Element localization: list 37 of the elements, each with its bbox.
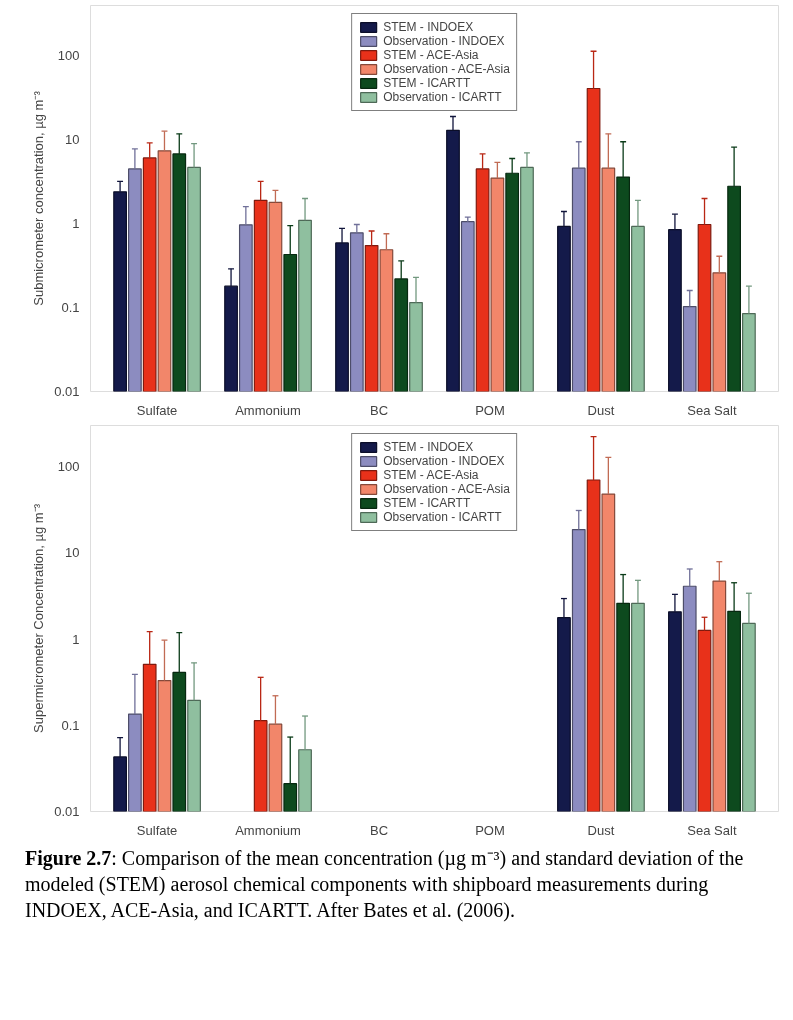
y-tick-label: 0.01 bbox=[54, 804, 80, 819]
x-tick-label: POM bbox=[475, 402, 505, 418]
legend-label: STEM - ICARTT bbox=[383, 496, 471, 510]
legend-label: Observation - INDOEX bbox=[383, 34, 505, 48]
legend-label: Observation - ACE-Asia bbox=[383, 62, 510, 76]
x-tick-label: Ammonium bbox=[235, 402, 301, 418]
x-tick-label: Sulfate bbox=[136, 402, 178, 418]
y-tick-label: 100 bbox=[57, 48, 80, 64]
y-tick-label: 10 bbox=[65, 132, 80, 148]
x-tick-label: BC bbox=[369, 402, 389, 418]
x-tick-label: Ammonium bbox=[235, 822, 301, 838]
x-tick-label: Sea Salt bbox=[687, 402, 737, 418]
legend-label: STEM - INDOEX bbox=[383, 20, 474, 34]
legend-label: Observation - ICARTT bbox=[383, 90, 502, 104]
x-tick-label: Dust bbox=[587, 402, 615, 418]
y-axis-title: Submicrometer concentration, µg m⁻³ bbox=[31, 90, 47, 306]
x-tick-label: Sea Salt bbox=[687, 822, 737, 838]
legend-label: Observation - INDOEX bbox=[383, 454, 505, 468]
y-tick-label: 10 bbox=[65, 545, 80, 561]
legend-label: STEM - ACE-Asia bbox=[383, 468, 479, 482]
y-tick-label: 0.1 bbox=[61, 300, 80, 316]
x-tick-label: POM bbox=[475, 822, 505, 838]
y-tick-label: 0.01 bbox=[54, 384, 80, 399]
x-tick-label: Sulfate bbox=[136, 822, 178, 838]
caption: Figure 2.7: Comparison of the mean concentration (µg m⁻³) and standard deviation of the modeled (STEM) aerosol chemical components with shipboard measurements during INDOEX, ACE-Asia, and ICARTT. After Bates et al. (2006). bbox=[25, 846, 745, 923]
legend-label: STEM - INDOEX bbox=[383, 440, 474, 454]
x-tick-label: BC bbox=[369, 822, 389, 838]
y-tick-label: 0.1 bbox=[61, 717, 80, 733]
y-tick-label: 100 bbox=[57, 459, 80, 475]
legend-label: STEM - ACE-Asia bbox=[383, 48, 479, 62]
y-tick-label: 1 bbox=[72, 631, 80, 647]
legend-label: Observation - ICARTT bbox=[383, 510, 502, 524]
y-tick-label: 1 bbox=[72, 216, 80, 232]
legend-label: Observation - ACE-Asia bbox=[383, 482, 510, 496]
x-tick-label: Dust bbox=[587, 822, 615, 838]
y-axis-title: Supermicrometer Concentration, µg m⁻³ bbox=[31, 503, 47, 733]
legend-label: STEM - ICARTT bbox=[383, 76, 471, 90]
